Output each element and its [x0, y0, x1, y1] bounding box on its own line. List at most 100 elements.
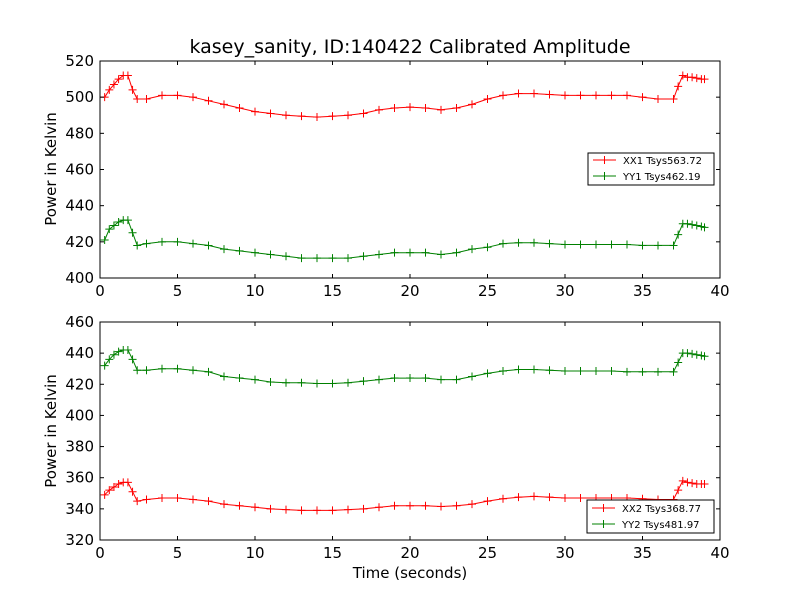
bottom-series-1-point: [123, 346, 132, 355]
bottom-series-1-point: [530, 365, 538, 374]
top-series-1-point: [328, 254, 337, 263]
bottom-y-tick-label: 420: [65, 375, 94, 393]
top-series-0-point: [266, 109, 275, 118]
top-legend-box: [587, 152, 715, 186]
bottom-series-0-point: [683, 478, 692, 487]
bottom-series-1-point: [173, 364, 182, 373]
top-series-1-point: [654, 241, 662, 250]
top-x-tick-label: 35: [633, 282, 652, 300]
bottom-series-1-point: [483, 369, 492, 378]
top-series-1-point: [692, 221, 701, 230]
top-series-1-point: [158, 237, 166, 246]
top-legend-label-xx1: XX1 Tsys563.72: [623, 156, 702, 167]
bottom-series-0-point: [173, 493, 182, 502]
bottom-series-0-point: [114, 479, 123, 488]
top-y-tick-label: 460: [65, 161, 94, 179]
bottom-series-0-point: [359, 504, 368, 513]
bottom-series-1-point: [669, 367, 678, 376]
top-series-1-point: [100, 236, 109, 245]
top-series-0-point: [623, 91, 631, 100]
bottom-x-tick-label: 35: [633, 544, 652, 562]
bottom-series-1-point: [607, 367, 616, 376]
top-series-1-point: [592, 240, 600, 249]
bottom-series-1-point: [654, 367, 662, 376]
top-x-tick-label: 40: [710, 282, 729, 300]
bottom-series-1-point: [328, 379, 337, 388]
top-series-1-point: [561, 240, 569, 249]
top-series-1-point: [700, 223, 709, 232]
bottom-series-1-point: [700, 352, 709, 361]
bottom-series-1-point: [561, 367, 569, 376]
bottom-series-0-point: [545, 493, 554, 502]
top-series-0-point: [638, 93, 647, 102]
bottom-series-0-point: [123, 478, 132, 487]
bottom-series-0-point: [674, 486, 683, 495]
top-series-1-point: [514, 238, 523, 247]
top-series-0-point: [173, 91, 182, 100]
bottom-series-0-point: [483, 497, 492, 506]
bottom-series-0-point: [266, 504, 275, 513]
top-series-0-point: [406, 103, 414, 112]
top-legend: XX1 Tsys563.72 YY1 Tsys462.19: [587, 152, 715, 186]
top-series-0-point: [576, 91, 585, 100]
bottom-y-tick-label: 460: [65, 313, 94, 331]
top-subplot: kasey_sanity, ID:140422 Calibrated Ampli…: [42, 36, 730, 300]
top-series-0-point: [674, 82, 683, 91]
top-plot-frame: [99, 60, 721, 279]
bottom-series-0-point: [158, 493, 166, 502]
top-series-1-point: [282, 252, 290, 261]
bottom-y-tick-label: 340: [65, 500, 94, 518]
top-series-0-point: [114, 75, 123, 84]
top-x-tick-label: 25: [478, 282, 497, 300]
bottom-series-1-point: [683, 349, 692, 358]
top-series-1-point: [468, 245, 476, 254]
bottom-series-1-point: [359, 377, 368, 386]
top-series-1-point: [204, 241, 213, 250]
bottom-series-0-point: [530, 492, 538, 501]
top-x-tick-label: 20: [400, 282, 419, 300]
top-x-tick-label: 15: [323, 282, 342, 300]
top-series-1-point: [235, 246, 244, 255]
bottom-series-0-point: [297, 506, 306, 515]
bottom-series-0-point: [700, 479, 709, 488]
top-series-1-point: [406, 248, 414, 257]
top-series-0-point: [692, 74, 701, 83]
bottom-series-0-point: [421, 501, 430, 510]
top-series-0-point: [313, 113, 321, 122]
bottom-series-1-point: [514, 365, 523, 374]
bottom-series-0-point: [189, 495, 197, 504]
bottom-series-0-point: [406, 501, 414, 510]
bottom-legend-box: [586, 499, 715, 534]
top-series-1-point: [638, 241, 647, 250]
bottom-series-1-point: [105, 355, 114, 364]
top-series-1-point: [499, 239, 507, 248]
bottom-series-0-point: [437, 502, 445, 511]
top-x-tick-label: 5: [173, 282, 183, 300]
top-series-1-point: [133, 241, 142, 250]
bottom-series-1-point: [421, 374, 430, 383]
bottom-series-1-point: [158, 364, 166, 373]
bottom-series-0-point: [328, 506, 337, 515]
top-series-1-point: [128, 228, 137, 237]
top-series-1-point: [173, 237, 182, 246]
bottom-series-1-point: [313, 379, 321, 388]
bottom-series-0-point: [128, 487, 137, 496]
bottom-series-1-point: [452, 375, 461, 384]
bottom-series-1-point: [235, 374, 244, 383]
bottom-series-1-point: [142, 366, 151, 375]
top-series-0-point: [499, 91, 507, 100]
top-series-1-point: [623, 240, 631, 249]
bottom-series-0-point: [576, 493, 585, 502]
bottom-series-1-point: [266, 377, 275, 386]
top-series-0-point: [483, 94, 492, 103]
top-x-tick-label: 10: [245, 282, 264, 300]
top-series-0-point: [328, 112, 337, 121]
top-series-0-point: [128, 85, 137, 94]
top-series-0-point: [158, 91, 166, 100]
bottom-y-tick-label: 320: [65, 531, 94, 549]
top-series-0-point: [105, 85, 114, 94]
bottom-series-1-point: [133, 366, 142, 375]
top-series-0-point: [142, 94, 151, 103]
bottom-series-1-point: [674, 358, 683, 367]
